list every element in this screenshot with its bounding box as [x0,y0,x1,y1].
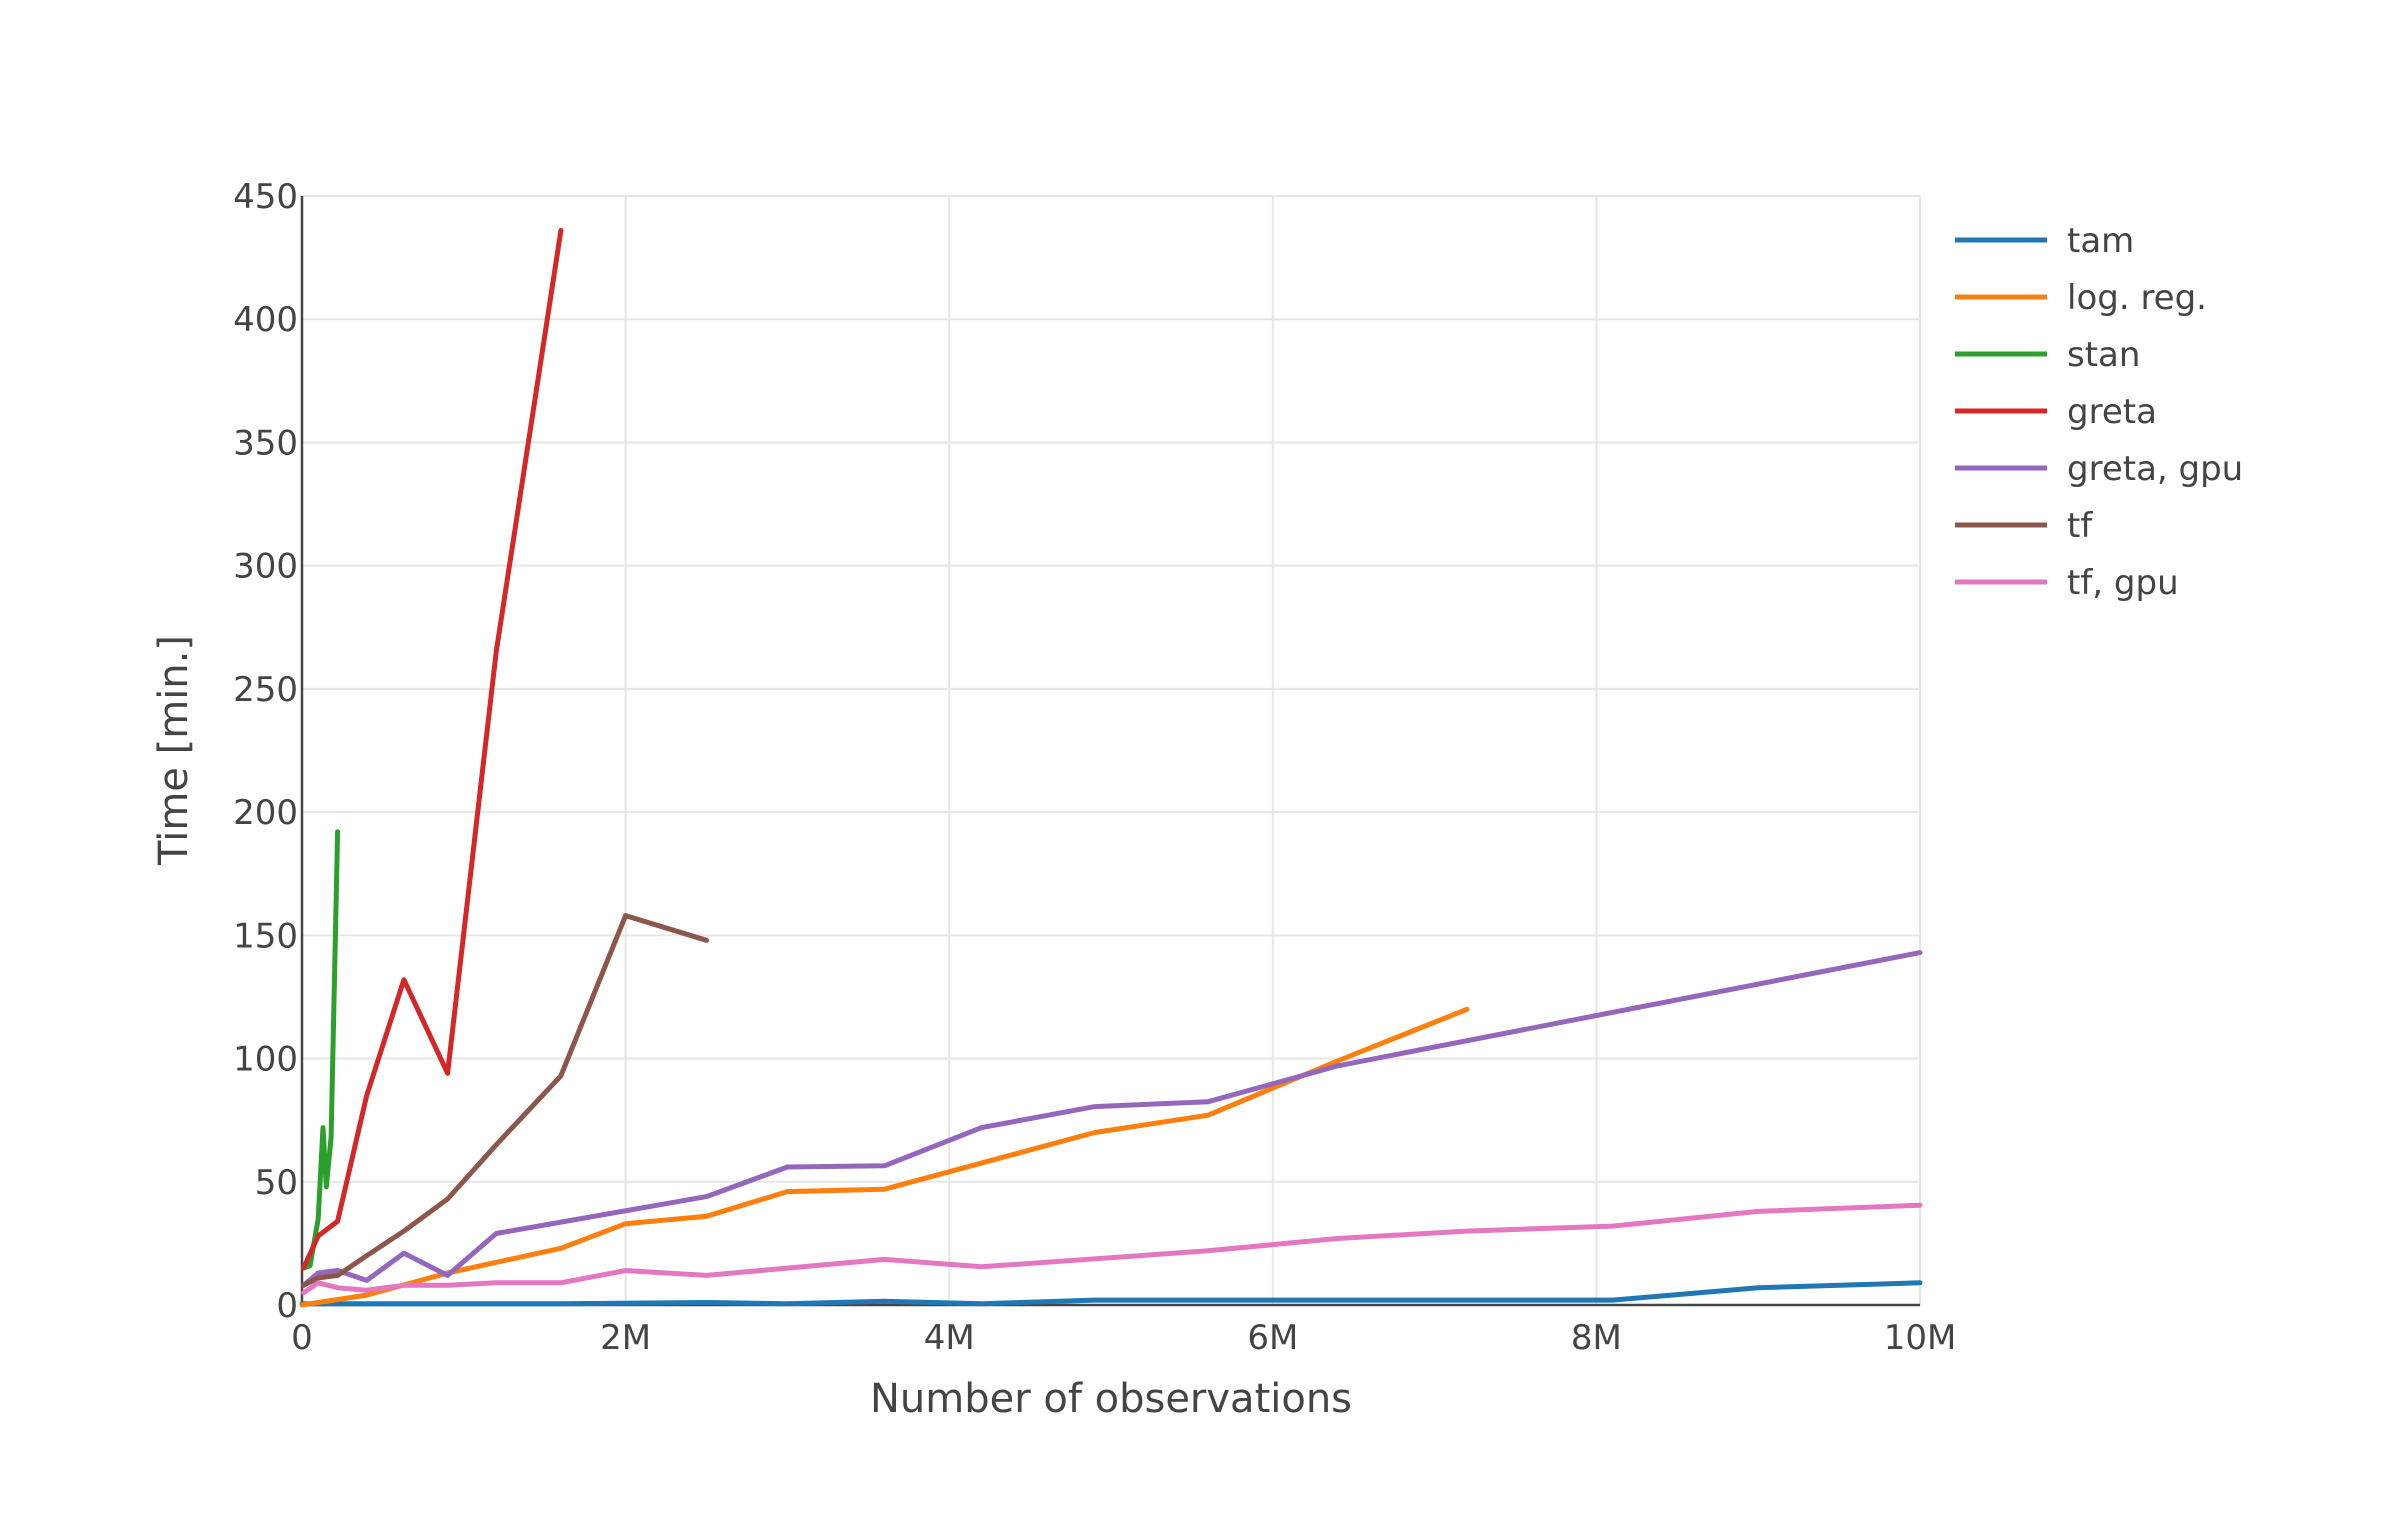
x-tick-label: 8M [1571,1318,1622,1358]
y-tick-label: 300 [233,547,298,587]
series-line-log-reg[interactable] [299,1006,1470,1308]
x-tick-label: 0 [291,1318,313,1358]
grid-layer [302,195,1921,1305]
series-layer [299,228,1923,1308]
legend-item[interactable]: tam [1955,221,2134,261]
series-line-tf-gpu[interactable] [301,1202,1923,1296]
series-line-tf[interactable] [301,913,709,1288]
legend-label: stan [2067,335,2140,375]
legend-item[interactable]: greta, gpu [1955,449,2243,489]
series-line-tam[interactable] [299,1280,1923,1307]
x-tick-label: 6M [1247,1318,1298,1358]
axis-layer [300,196,1920,1307]
legend-label: log. reg. [2067,278,2207,318]
y-tick-label: 250 [233,670,298,710]
y-tick-label: 0 [276,1286,298,1326]
legend-label: greta, gpu [2067,449,2243,489]
legend-item[interactable]: tf [1955,506,2093,546]
series-line-stan[interactable] [301,829,341,1271]
legend-label: greta [2067,392,2157,432]
legend-item[interactable]: log. reg. [1955,278,2207,318]
y-tick-label: 450 [233,177,298,217]
x-tick-label: 2M [600,1318,651,1358]
y-tick-label: 100 [233,1040,298,1080]
y-tick-label: 400 [233,300,298,340]
x-axis-title: Number of observations [870,1376,1352,1422]
y-tick-label: 200 [233,793,298,833]
x-tick-label: 4M [924,1318,975,1358]
legend-item[interactable]: stan [1955,335,2140,375]
series-line-greta[interactable] [301,228,564,1271]
legend[interactable]: tam log. reg. stan greta greta, gpu tf tf, gpu [1955,221,2243,603]
legend-label: tf [2067,506,2093,546]
legend-label: tf, gpu [2067,563,2179,603]
y-tick-label: 50 [255,1163,298,1203]
x-tick-label: 10M [1884,1318,1957,1358]
legend-item[interactable]: tf, gpu [1955,563,2179,603]
tick-labels: 0 50 100 150 200 250 300 350 400 450 0 2M 4M 6M 8M 10M [233,177,1956,1358]
legend-label: tam [2067,221,2134,261]
y-tick-label: 350 [233,423,298,463]
series-line-greta-gpu[interactable] [301,950,1923,1288]
y-axis-title: Time [min.] [151,635,197,866]
legend-item[interactable]: greta [1955,392,2157,432]
y-tick-label: 150 [233,916,298,956]
